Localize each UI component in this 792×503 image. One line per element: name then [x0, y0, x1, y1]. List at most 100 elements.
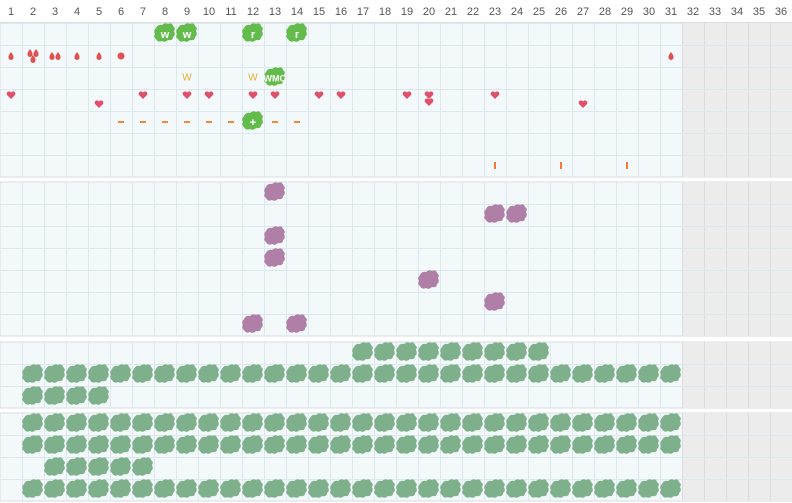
activity-blob [220, 435, 241, 454]
day-number: 32 [687, 6, 699, 18]
day-number: 6 [118, 6, 124, 18]
green-marker [242, 111, 263, 130]
activity-blob [418, 413, 439, 432]
activity-blob [616, 435, 637, 454]
activity-blob [242, 435, 263, 454]
activity-blob [352, 479, 373, 498]
activity-blob [66, 364, 87, 383]
activity-blob [286, 435, 307, 454]
dash [118, 121, 124, 123]
activity-blob [110, 435, 131, 454]
day-number: 14 [291, 6, 303, 18]
marker-label: + [250, 117, 256, 129]
activity-blob [506, 413, 527, 432]
blood-drop [49, 52, 55, 60]
activity-blob [660, 413, 681, 432]
future-shade [682, 342, 792, 408]
activity-blob [594, 413, 615, 432]
activity-blob [242, 364, 263, 383]
yellow-label: W [182, 73, 192, 84]
dash [140, 121, 146, 123]
activity-blob [242, 413, 263, 432]
day-number: 22 [467, 6, 479, 18]
day-number: 20 [423, 6, 435, 18]
activity-blob [22, 386, 43, 405]
marker-label: w [160, 29, 170, 41]
activity-blob [396, 435, 417, 454]
heart [314, 91, 324, 99]
activity-blob [506, 342, 527, 361]
activity-blob [550, 435, 571, 454]
activity-blob [132, 457, 153, 476]
activity-blob [418, 479, 439, 498]
activity-blob [22, 435, 43, 454]
blood-drop [33, 49, 39, 58]
spot [117, 52, 125, 60]
green-marker [264, 67, 285, 86]
activity-blob [110, 413, 131, 432]
purple-marker [484, 204, 505, 223]
day-number: 31 [665, 6, 677, 18]
future-shade [682, 23, 792, 177]
activity-blob [44, 457, 65, 476]
activity-blob [66, 386, 87, 405]
activity-blob [198, 479, 219, 498]
heart [94, 100, 104, 108]
blood-drop [27, 49, 33, 58]
activity-blob [374, 435, 395, 454]
activity-blob [616, 479, 637, 498]
heart [248, 91, 258, 99]
day-number: 21 [445, 6, 457, 18]
activity-blob [264, 364, 285, 383]
day-number: 3 [52, 6, 58, 18]
day-number: 26 [555, 6, 567, 18]
tick [560, 162, 562, 169]
activity-blob [176, 435, 197, 454]
blood-drop [30, 55, 36, 63]
heart [424, 91, 434, 99]
day-number: 15 [313, 6, 325, 18]
activity-blob [396, 364, 417, 383]
activity-blob [462, 413, 483, 432]
activity-blob [484, 413, 505, 432]
activity-blob [22, 413, 43, 432]
activity-blob [440, 342, 461, 361]
activity-blob [308, 413, 329, 432]
activity-blob [154, 479, 175, 498]
activity-blob [220, 413, 241, 432]
day-number: 17 [357, 6, 369, 18]
heart [402, 91, 412, 99]
activity-blob [616, 364, 637, 383]
heart [138, 91, 148, 99]
activity-blob [440, 364, 461, 383]
day-number: 19 [401, 6, 413, 18]
activity-blob [88, 413, 109, 432]
activity-blob [594, 435, 615, 454]
activity-blob [330, 413, 351, 432]
purple-marker [484, 292, 505, 311]
activity-blob [594, 479, 615, 498]
activity-blob [352, 435, 373, 454]
activity-blob [374, 364, 395, 383]
activity-blob [572, 413, 593, 432]
day-number: 36 [775, 6, 787, 18]
activity-blob [132, 413, 153, 432]
blood-drop [74, 52, 80, 60]
green-marker [286, 23, 307, 42]
activity-blob [462, 342, 483, 361]
activity-blob [638, 413, 659, 432]
purple-marker [264, 226, 285, 245]
activity-blob [594, 364, 615, 383]
activity-blob [440, 435, 461, 454]
dash [184, 121, 190, 123]
activity-blob [330, 435, 351, 454]
activity-blob [286, 479, 307, 498]
day-number: 10 [203, 6, 215, 18]
activity-blob [440, 413, 461, 432]
day-number: 25 [533, 6, 545, 18]
day-number: 33 [709, 6, 721, 18]
marker-label: r [251, 29, 256, 41]
activity-blob [550, 364, 571, 383]
activity-blob [528, 479, 549, 498]
